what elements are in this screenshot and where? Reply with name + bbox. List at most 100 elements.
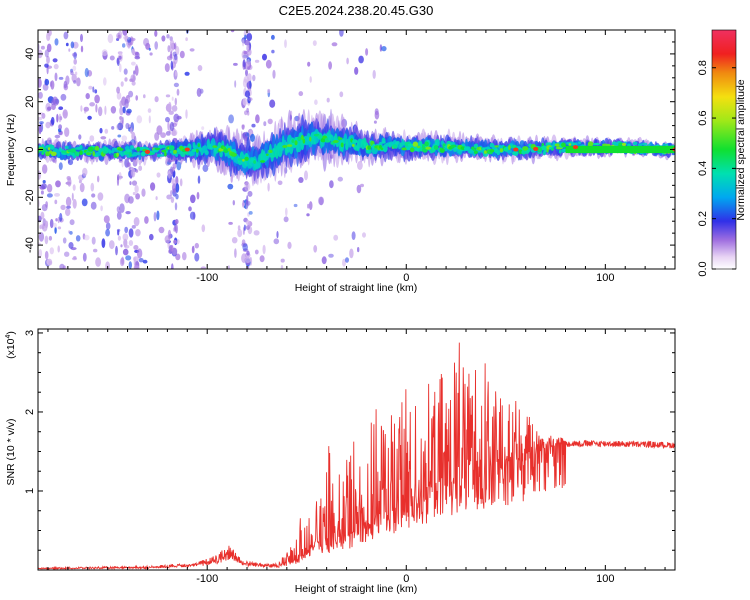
noise-blob (134, 55, 141, 60)
noise-blob (79, 182, 85, 193)
noise-blob (41, 112, 46, 119)
noise-blob (129, 181, 132, 186)
noise-blob (72, 41, 79, 49)
noise-blob (182, 252, 187, 261)
band-core (242, 158, 245, 162)
band-core (568, 143, 572, 146)
noise-blob (271, 34, 275, 40)
noise-blob (94, 89, 98, 94)
noise-blob (246, 44, 251, 53)
x-tick-label: 0 (403, 573, 409, 585)
noise-blob (119, 257, 125, 267)
noise-blob (234, 248, 237, 258)
noise-blob (227, 265, 230, 269)
noise-blob (75, 235, 81, 242)
band-core (136, 146, 141, 152)
noise-blob (48, 235, 53, 241)
band-core (86, 152, 92, 156)
band-core (541, 145, 548, 150)
band-core (340, 142, 344, 148)
colorbar-tick-label: 0.0 (697, 261, 709, 276)
noise-blob (242, 97, 248, 106)
noise-blob (141, 188, 146, 197)
noise-blob (242, 243, 248, 251)
noise-blob (117, 34, 121, 39)
noise-blob (241, 38, 245, 47)
noise-blob (78, 179, 82, 184)
noise-blob (267, 182, 270, 192)
noise-blob (105, 222, 111, 230)
band-core (154, 147, 161, 151)
noise-blob (71, 192, 74, 201)
band-core (94, 145, 100, 151)
noise-blob (307, 61, 311, 67)
band-core (244, 156, 249, 161)
noise-blob (269, 99, 276, 108)
noise-blob (83, 106, 90, 112)
noise-blob (176, 88, 180, 96)
noise-blob (104, 128, 109, 134)
band-core (401, 147, 408, 151)
noise-blob (73, 51, 77, 60)
noise-blob (135, 95, 138, 101)
band-blob (204, 150, 209, 156)
noise-blob (243, 224, 246, 231)
noise-blob (246, 58, 250, 67)
band-blob (160, 154, 165, 157)
noise-blob (271, 49, 275, 54)
spectrogram-heatmap (38, 30, 675, 269)
noise-blob (349, 248, 354, 259)
noise-blob (91, 236, 96, 245)
noise-blob (73, 80, 77, 84)
band-core (282, 145, 288, 148)
noise-blob (201, 126, 205, 130)
noise-blob (148, 115, 151, 124)
noise-blob (116, 206, 121, 213)
noise-blob (287, 241, 292, 249)
band-core (554, 143, 560, 147)
noise-blob (124, 98, 129, 109)
noise-blob (228, 114, 235, 124)
band-core (499, 148, 503, 153)
noise-blob (172, 129, 178, 137)
noise-blob (119, 100, 123, 108)
noise-blob (38, 116, 43, 121)
noise-blob (131, 49, 134, 55)
noise-blob (128, 90, 134, 98)
noise-blob (280, 265, 284, 269)
noise-blob (167, 229, 172, 240)
noise-blob (69, 219, 75, 226)
band-core (313, 133, 320, 137)
noise-blob (196, 191, 200, 200)
noise-blob (241, 124, 245, 130)
band-core (416, 145, 421, 149)
noise-blob (127, 196, 134, 204)
band-core (489, 149, 495, 153)
noise-blob (154, 41, 158, 50)
noise-blob (101, 49, 108, 57)
noise-blob (276, 231, 279, 239)
band-blob (632, 141, 638, 146)
noise-blob (245, 69, 248, 77)
noise-blob (339, 91, 344, 98)
noise-blob (329, 180, 334, 189)
noise-blob (88, 85, 93, 90)
noise-blob (328, 253, 334, 258)
noise-blob (71, 73, 77, 83)
noise-blob (313, 245, 318, 253)
noise-blob (246, 219, 250, 226)
noise-blob (331, 42, 338, 47)
noise-blob (54, 134, 61, 139)
band-peak (533, 146, 539, 151)
noise-blob (58, 162, 63, 171)
noise-blob (379, 44, 383, 52)
noise-blob (116, 86, 120, 94)
noise-blob (85, 93, 90, 100)
noise-blob (58, 76, 64, 80)
noise-blob (251, 123, 256, 128)
noise-blob (273, 238, 280, 245)
noise-blob (172, 163, 177, 169)
noise-blob (81, 198, 88, 207)
noise-blob (171, 263, 174, 269)
band-blob (190, 150, 195, 157)
